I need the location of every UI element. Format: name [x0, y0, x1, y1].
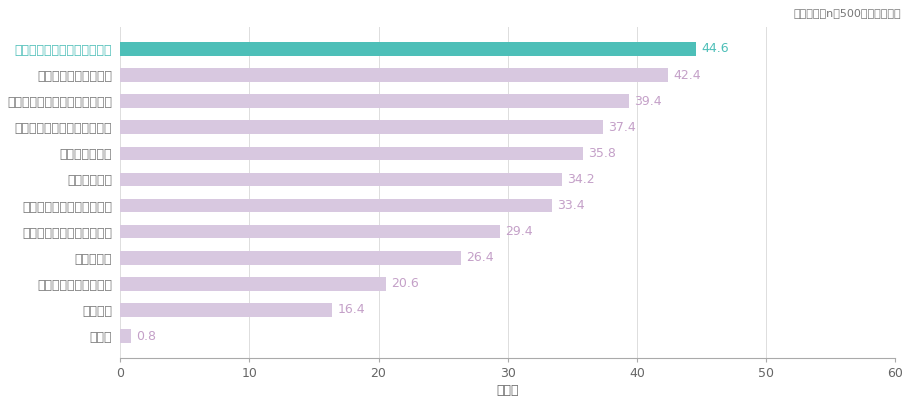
X-axis label: （％）: （％）: [497, 384, 519, 397]
Bar: [120, 173, 562, 186]
Bar: [120, 42, 696, 56]
Bar: [120, 95, 629, 108]
Bar: [120, 199, 551, 213]
Text: 42.4: 42.4: [673, 69, 701, 82]
Bar: [120, 225, 500, 238]
Bar: [120, 120, 603, 134]
Text: 35.8: 35.8: [588, 147, 616, 160]
Bar: [120, 147, 582, 160]
Text: 37.4: 37.4: [609, 121, 636, 134]
Bar: [120, 68, 668, 82]
Bar: [120, 251, 461, 265]
Text: 39.4: 39.4: [634, 95, 662, 107]
Text: 44.6: 44.6: [702, 42, 729, 55]
Bar: [120, 303, 332, 317]
Bar: [120, 277, 387, 290]
Bar: [120, 329, 131, 343]
Text: 16.4: 16.4: [338, 303, 365, 316]
Text: 0.8: 0.8: [136, 330, 156, 343]
Text: 26.4: 26.4: [466, 251, 494, 264]
Text: 29.4: 29.4: [505, 225, 532, 238]
Text: 34.2: 34.2: [567, 173, 595, 186]
Text: 20.6: 20.6: [391, 278, 420, 290]
Text: 33.4: 33.4: [557, 199, 584, 212]
Text: 単位：％（n＝500，複数回答）: 単位：％（n＝500，複数回答）: [794, 8, 901, 18]
